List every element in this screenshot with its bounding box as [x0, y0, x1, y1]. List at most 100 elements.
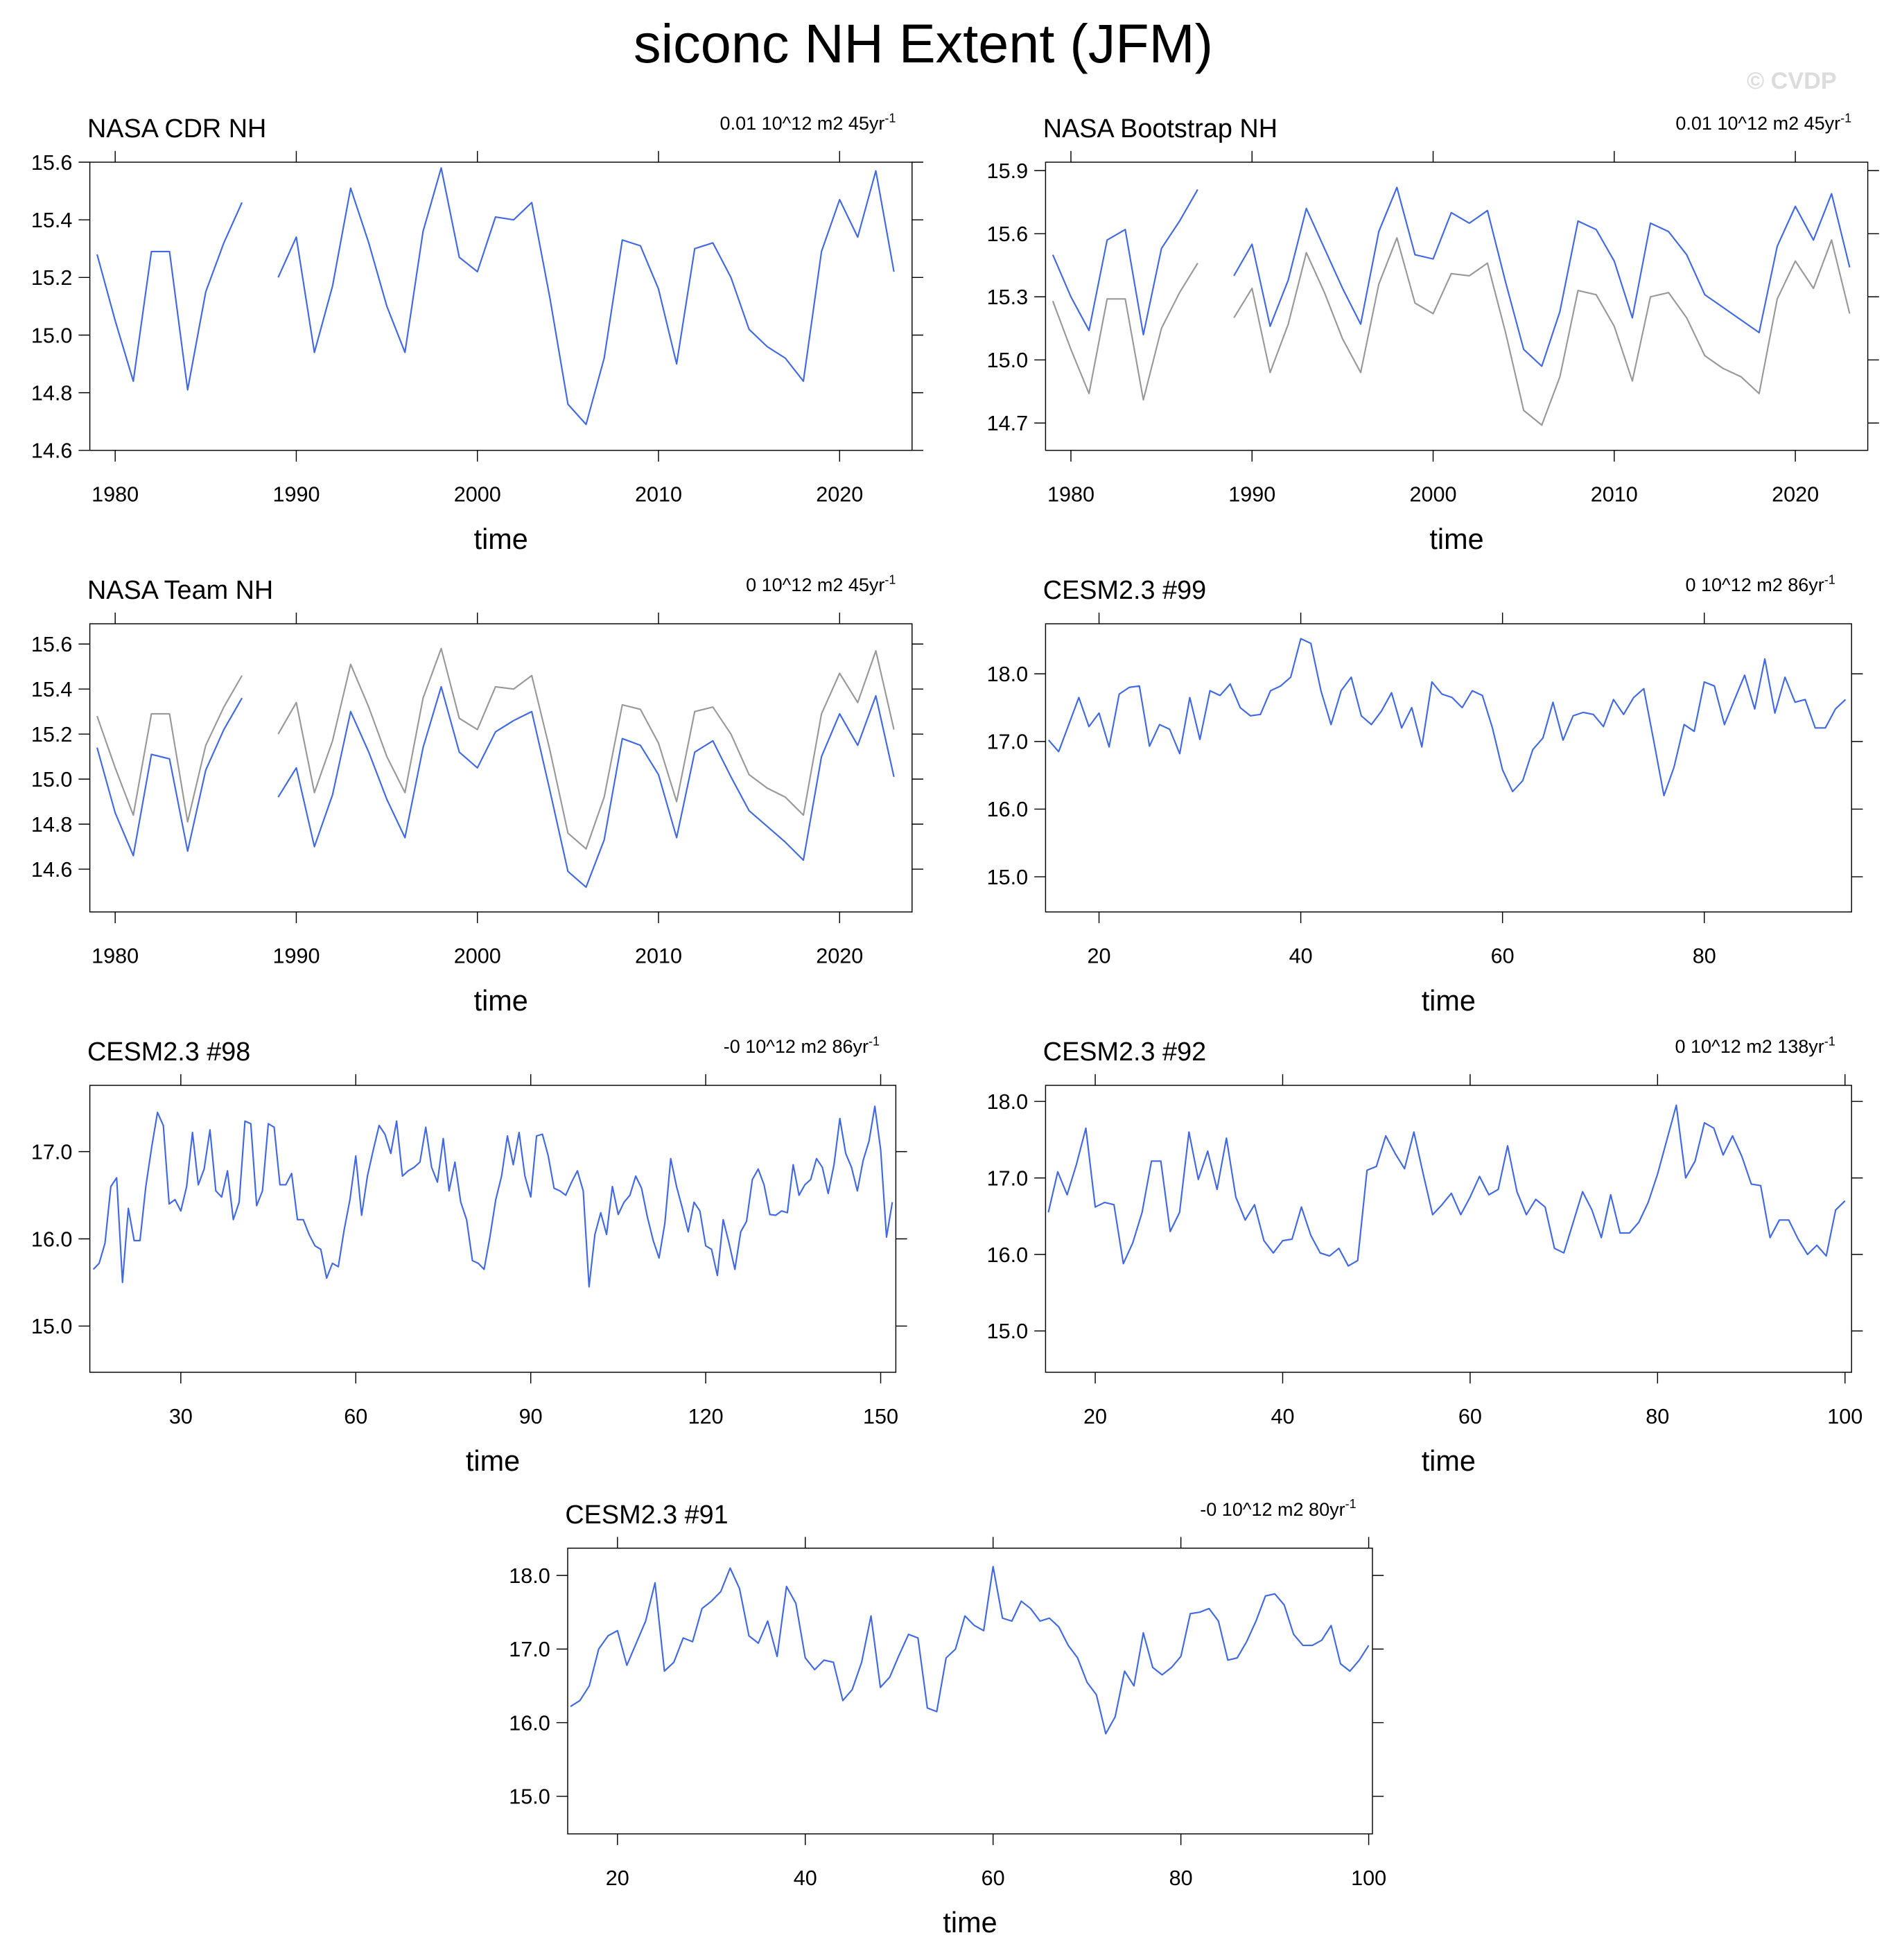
x-tick-label: 2020 — [816, 483, 863, 507]
watermark: © CVDP — [1747, 68, 1837, 94]
trend-superscript: -1 — [1345, 1497, 1357, 1511]
panel-title: CESM2.3 #91 — [565, 1500, 728, 1530]
panel: CESM2.3 #92 0 10^12 m2 138yr-1 time 15.0 16.… — [987, 1034, 1863, 1477]
x-tick-label: 60 — [1458, 1405, 1482, 1428]
y-tick-label: 15.0 — [31, 1315, 73, 1338]
x-tick-label: 2010 — [1591, 483, 1638, 507]
plot-frame — [1045, 161, 1869, 451]
trend-superscript: -1 — [1840, 111, 1851, 125]
panel: NASA CDR NH 0.01 10^12 m2 45yr-1 time 14.6 1… — [31, 111, 923, 555]
data-line — [1047, 1104, 1846, 1267]
x-tick-label: 80 — [1169, 1866, 1193, 1890]
x-tick-label: 1980 — [91, 945, 139, 968]
x-axis-label: time — [474, 523, 528, 555]
plot-frame — [89, 623, 913, 913]
trend-superscript: -1 — [884, 572, 896, 586]
x-axis-label: time — [474, 985, 528, 1017]
data-line — [92, 1105, 893, 1288]
x-tick-label: 60 — [344, 1405, 367, 1428]
trend-text: 0 10^12 m2 138yr — [1675, 1036, 1824, 1057]
trend-superscript: -1 — [884, 111, 896, 125]
y-tick-label: 18.0 — [987, 663, 1029, 686]
x-tick-label: 80 — [1646, 1405, 1669, 1428]
data-line — [1052, 186, 1851, 367]
data-line — [1052, 237, 1851, 426]
plot-frame — [89, 1085, 897, 1373]
x-tick-label: 2000 — [454, 945, 501, 968]
x-tick-label: 150 — [863, 1405, 898, 1428]
x-tick-label: 60 — [1491, 945, 1515, 968]
x-tick-label: 100 — [1827, 1405, 1863, 1428]
y-tick-label: 15.2 — [31, 723, 73, 746]
panel: NASA Team NH 0 10^12 m2 45yr-1 time 14.6 14.… — [31, 572, 923, 1017]
y-tick-label: 15.0 — [31, 324, 73, 347]
data-line — [1047, 638, 1847, 797]
panel-title: CESM2.3 #99 — [1043, 576, 1206, 605]
y-tick-label: 15.0 — [509, 1785, 550, 1809]
data-line — [96, 685, 895, 889]
y-tick-label: 14.7 — [987, 412, 1029, 435]
y-tick-label: 17.0 — [987, 730, 1029, 754]
figure-title: siconc NH Extent (JFM) — [634, 12, 1213, 74]
trend-annotation: -0 10^12 m2 80yr-1 — [1200, 1497, 1356, 1520]
x-tick-label: 20 — [1088, 945, 1111, 968]
x-tick-label: 1990 — [1228, 483, 1275, 507]
trend-annotation: 0 10^12 m2 86yr-1 — [1685, 572, 1835, 595]
y-tick-label: 17.0 — [31, 1140, 73, 1164]
plot-frame — [1045, 1085, 1852, 1373]
y-tick-label: 15.6 — [987, 222, 1029, 246]
trend-superscript: -1 — [869, 1034, 880, 1048]
panel: NASA Bootstrap NH 0.01 10^12 m2 45yr-1 tim… — [987, 111, 1879, 555]
y-tick-label: 15.0 — [987, 1320, 1029, 1343]
y-tick-label: 15.4 — [31, 678, 73, 701]
trend-superscript: -1 — [1824, 572, 1835, 586]
x-tick-label: 80 — [1693, 945, 1716, 968]
y-tick-label: 14.6 — [31, 439, 73, 463]
x-tick-label: 100 — [1351, 1866, 1386, 1890]
x-axis-label: time — [1429, 523, 1483, 555]
x-tick-label: 2000 — [454, 483, 501, 507]
y-tick-label: 14.8 — [31, 813, 73, 837]
trend-annotation: -0 10^12 m2 86yr-1 — [724, 1034, 880, 1057]
x-tick-label: 2020 — [816, 945, 863, 968]
trend-text: 0 10^12 m2 86yr — [1685, 575, 1824, 595]
y-tick-label: 16.0 — [987, 1243, 1029, 1267]
x-tick-label: 1990 — [272, 945, 320, 968]
y-tick-label: 14.6 — [31, 858, 73, 882]
x-tick-label: 2010 — [635, 945, 682, 968]
x-tick-label: 20 — [606, 1866, 629, 1890]
panel: CESM2.3 #91 -0 10^12 m2 80yr-1 time 15.0 16.… — [509, 1497, 1386, 1939]
trend-text: -0 10^12 m2 80yr — [1200, 1499, 1345, 1520]
x-tick-label: 60 — [982, 1866, 1005, 1890]
x-tick-label: 2000 — [1410, 483, 1457, 507]
trend-annotation: 0 10^12 m2 138yr-1 — [1675, 1034, 1835, 1057]
x-tick-label: 30 — [169, 1405, 193, 1428]
x-tick-label: 40 — [1271, 1405, 1294, 1428]
panel-title: NASA CDR NH — [87, 114, 266, 143]
trend-text: 0.01 10^12 m2 45yr — [720, 113, 885, 134]
trend-text: 0 10^12 m2 45yr — [746, 575, 884, 595]
x-axis-label: time — [1422, 985, 1476, 1017]
x-axis-label: time — [466, 1445, 520, 1477]
plot-frame — [567, 1548, 1373, 1835]
panel-title: NASA Team NH — [87, 576, 273, 605]
y-tick-label: 17.0 — [509, 1638, 550, 1661]
y-tick-label: 15.0 — [987, 349, 1029, 372]
x-tick-label: 1990 — [272, 483, 320, 507]
x-tick-label: 90 — [519, 1405, 543, 1428]
x-tick-label: 40 — [1289, 945, 1313, 968]
data-line — [96, 167, 895, 426]
x-tick-label: 20 — [1083, 1405, 1107, 1428]
y-tick-label: 14.8 — [31, 381, 73, 405]
data-line — [570, 1566, 1370, 1735]
x-axis-label: time — [943, 1907, 997, 1939]
panel-title: CESM2.3 #92 — [1043, 1038, 1206, 1067]
y-tick-label: 18.0 — [987, 1090, 1029, 1114]
y-tick-label: 16.0 — [987, 798, 1029, 821]
y-tick-label: 16.0 — [509, 1711, 550, 1735]
y-tick-label: 15.0 — [31, 768, 73, 791]
trend-superscript: -1 — [1824, 1034, 1835, 1048]
y-tick-label: 15.3 — [987, 286, 1029, 309]
y-tick-label: 18.0 — [509, 1564, 550, 1588]
